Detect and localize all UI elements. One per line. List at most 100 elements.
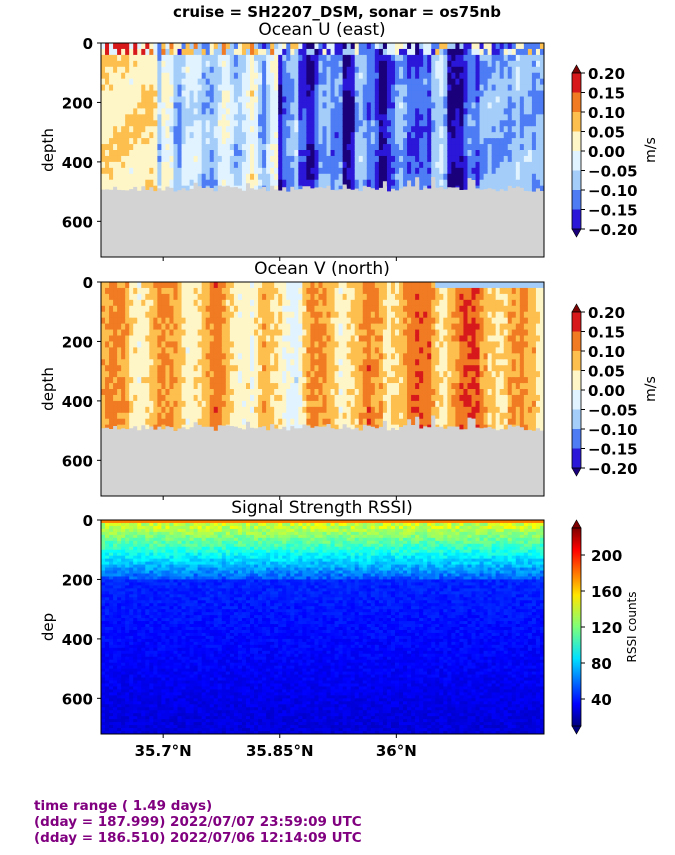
- u-cell: [334, 185, 340, 193]
- u-cell: [161, 144, 167, 151]
- u-cell: [169, 138, 175, 145]
- u-cell: [225, 132, 231, 139]
- u-cell: [523, 54, 529, 62]
- v-cell: [225, 323, 231, 331]
- v-cell: [125, 394, 130, 402]
- u-cell: [282, 43, 287, 50]
- v-cell: [266, 323, 271, 331]
- u-cell: [225, 150, 231, 157]
- u-cell: [535, 60, 541, 68]
- v-cell: [209, 418, 215, 426]
- v-cell: [177, 424, 183, 432]
- v-cell: [270, 347, 275, 354]
- v-cell: [241, 412, 247, 420]
- v-cell: [189, 323, 195, 331]
- u-cell: [310, 161, 316, 169]
- v-cell: [338, 287, 344, 295]
- u-cell: [399, 132, 404, 139]
- u-cell: [455, 48, 461, 56]
- u-cell: [258, 66, 263, 74]
- u-cell: [535, 161, 541, 169]
- u-cell: [531, 96, 537, 104]
- u-cell: [523, 84, 529, 92]
- u-cell: [258, 120, 263, 127]
- v-cell: [298, 287, 303, 295]
- u-cell: [338, 144, 344, 151]
- u-cell: [237, 48, 243, 56]
- u-cell: [443, 90, 448, 98]
- u-cell: [278, 138, 283, 145]
- v-cell: [141, 418, 146, 426]
- colorbar-tick-label: 0.15: [588, 85, 625, 103]
- u-cell: [374, 54, 380, 62]
- panel-v-title: Ocean V (north): [254, 259, 390, 279]
- v-cell: [419, 317, 424, 325]
- u-cell: [217, 161, 223, 169]
- u-cell: [193, 138, 199, 145]
- v-cell: [225, 383, 231, 390]
- v-cell: [145, 377, 150, 384]
- u-cell: [189, 72, 195, 80]
- u-cell: [479, 126, 485, 133]
- u-cell: [254, 120, 259, 127]
- u-cell: [250, 96, 255, 104]
- v-cell: [427, 282, 432, 289]
- u-cell: [278, 108, 283, 115]
- v-cell: [141, 341, 146, 348]
- u-cell: [471, 132, 477, 139]
- v-cell: [399, 311, 404, 319]
- u-cell: [145, 54, 150, 62]
- v-cell: [435, 400, 440, 408]
- u-cell: [495, 66, 501, 74]
- u-cell: [535, 144, 541, 151]
- v-cell: [205, 287, 211, 295]
- v-cell: [394, 418, 400, 426]
- u-cell: [161, 114, 167, 121]
- u-cell: [201, 60, 207, 68]
- v-cell: [390, 353, 396, 360]
- v-cell: [431, 383, 436, 390]
- u-cell: [515, 60, 521, 68]
- v-cell: [145, 329, 150, 337]
- u-cell: [225, 43, 231, 50]
- v-cell: [117, 365, 122, 372]
- v-cell: [205, 389, 211, 396]
- v-cell: [310, 305, 316, 313]
- u-cell: [310, 102, 316, 109]
- u-cell: [109, 150, 114, 157]
- v-cell: [411, 287, 416, 295]
- v-cell: [270, 323, 275, 331]
- u-cell: [419, 167, 424, 175]
- u-cell: [394, 66, 400, 74]
- u-cell: [350, 108, 356, 115]
- u-cell: [527, 144, 533, 151]
- u-cell: [209, 126, 215, 133]
- u-cell: [221, 150, 227, 157]
- u-cell: [157, 48, 163, 56]
- v-cell: [125, 365, 130, 372]
- u-cell: [117, 173, 122, 181]
- v-cell: [370, 406, 376, 414]
- colorbar-tick-label: −0.10: [588, 182, 638, 200]
- v-cell: [362, 371, 368, 378]
- u-cell: [491, 185, 497, 193]
- u-cell: [483, 66, 489, 74]
- v-cell: [105, 317, 110, 325]
- v-cell: [137, 389, 142, 396]
- v-cell: [346, 353, 352, 360]
- v-cell: [141, 323, 146, 331]
- v-cell: [386, 299, 392, 307]
- v-cell: [330, 293, 336, 301]
- u-cell: [113, 138, 118, 145]
- u-cell: [386, 90, 392, 98]
- v-cell: [113, 389, 118, 396]
- u-cell: [225, 90, 231, 98]
- v-cell: [294, 329, 299, 337]
- v-cell: [254, 359, 259, 366]
- u-cell: [278, 96, 283, 104]
- u-cell: [419, 173, 424, 181]
- v-cell: [145, 323, 150, 331]
- u-cell: [519, 132, 525, 139]
- u-cell: [302, 161, 307, 169]
- v-cell: [382, 377, 388, 384]
